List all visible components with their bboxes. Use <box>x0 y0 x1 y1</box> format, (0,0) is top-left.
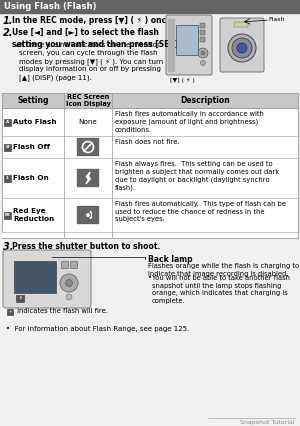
Text: Flash fires automatically in accordance with
exposure (amount of light and brigh: Flash fires automatically in accordance … <box>115 111 264 133</box>
Bar <box>4 175 11 181</box>
Text: Description: Description <box>180 96 230 105</box>
Text: [▼] ( ⚡ ): [▼] ( ⚡ ) <box>170 77 195 83</box>
Text: Flashes orange while the flash is charging to
indicate that image recording is d: Flashes orange while the flash is chargi… <box>148 263 299 277</box>
Text: Flash does not fire.: Flash does not fire. <box>115 139 179 145</box>
Bar <box>168 19 174 71</box>
Text: Red Eye
Reduction: Red Eye Reduction <box>13 208 54 222</box>
Bar <box>61 261 68 268</box>
Circle shape <box>66 294 72 300</box>
Text: Ø: Ø <box>6 145 9 149</box>
Text: 1.: 1. <box>3 16 13 26</box>
FancyBboxPatch shape <box>77 138 99 156</box>
Circle shape <box>237 43 247 53</box>
FancyBboxPatch shape <box>77 206 99 224</box>
Circle shape <box>201 51 205 55</box>
Bar <box>200 37 205 42</box>
FancyBboxPatch shape <box>3 250 91 308</box>
Bar <box>200 30 205 35</box>
Text: A: A <box>6 120 9 124</box>
Text: ⚡: ⚡ <box>18 296 22 301</box>
Text: ⚡: ⚡ <box>8 310 12 314</box>
Text: Back lamp: Back lamp <box>148 255 193 264</box>
Text: None: None <box>79 119 98 125</box>
Bar <box>2 93 298 108</box>
Text: Using Flash (Flash): Using Flash (Flash) <box>4 2 97 11</box>
Text: •: • <box>148 275 152 281</box>
Circle shape <box>198 48 208 58</box>
Text: Auto Flash: Auto Flash <box>13 119 57 125</box>
Bar <box>14 261 56 293</box>
Bar <box>70 261 77 268</box>
Text: REC Screen
Icon Display: REC Screen Icon Display <box>65 94 110 107</box>
Text: •  For information about Flash Range, see page 125.: • For information about Flash Range, see… <box>6 326 189 332</box>
Text: RE: RE <box>4 213 10 217</box>
Text: Flash On: Flash On <box>13 175 49 181</box>
FancyBboxPatch shape <box>220 18 264 72</box>
Circle shape <box>86 213 90 216</box>
Circle shape <box>60 274 78 292</box>
Bar <box>2 232 298 238</box>
Text: 2.: 2. <box>3 28 13 38</box>
Polygon shape <box>88 212 91 218</box>
Text: 1: 1 <box>6 176 9 180</box>
Text: Flash fires automatically.  This type of flash can be
used to reduce the chance : Flash fires automatically. This type of … <box>115 201 286 222</box>
Text: Flash Off: Flash Off <box>13 144 50 150</box>
Text: Flash: Flash <box>268 17 284 22</box>
Text: You will not be able to take another flash
snapshot until the lamp stops flashin: You will not be able to take another fla… <box>152 275 290 304</box>
FancyBboxPatch shape <box>77 169 99 187</box>
Text: indicates the flash will fire.: indicates the flash will fire. <box>15 308 108 314</box>
Text: If there are no indicators on the monitor
screen, you can cycle through the flas: If there are no indicators on the monito… <box>19 42 163 81</box>
Text: Setting: Setting <box>17 96 49 105</box>
FancyBboxPatch shape <box>166 15 212 75</box>
Text: Use [◄] and [►] to select the flash
setting you want and then press [SET].: Use [◄] and [►] to select the flash sett… <box>12 28 181 49</box>
Bar <box>4 118 11 126</box>
Text: Snapshot Tutorial: Snapshot Tutorial <box>240 420 295 425</box>
Circle shape <box>85 212 91 218</box>
Polygon shape <box>86 172 91 184</box>
Bar <box>7 309 13 315</box>
Text: Flash always fires.  This setting can be used to
brighten a subject that normall: Flash always fires. This setting can be … <box>115 161 279 191</box>
Text: Press the shutter button to shoot.: Press the shutter button to shoot. <box>12 242 161 251</box>
Circle shape <box>232 38 252 58</box>
Circle shape <box>228 34 256 62</box>
Bar <box>234 22 248 27</box>
Bar <box>4 144 11 150</box>
Circle shape <box>65 279 73 287</box>
Circle shape <box>200 60 206 66</box>
Text: 3.: 3. <box>3 242 13 252</box>
Text: •: • <box>15 42 20 51</box>
Bar <box>176 25 198 55</box>
Bar <box>16 295 24 302</box>
Bar <box>4 211 11 219</box>
Text: In the REC mode, press [▼] ( ⚡ ) once.: In the REC mode, press [▼] ( ⚡ ) once. <box>12 16 174 25</box>
Bar <box>0 0 300 13</box>
Bar <box>200 23 205 28</box>
Bar <box>2 93 298 238</box>
